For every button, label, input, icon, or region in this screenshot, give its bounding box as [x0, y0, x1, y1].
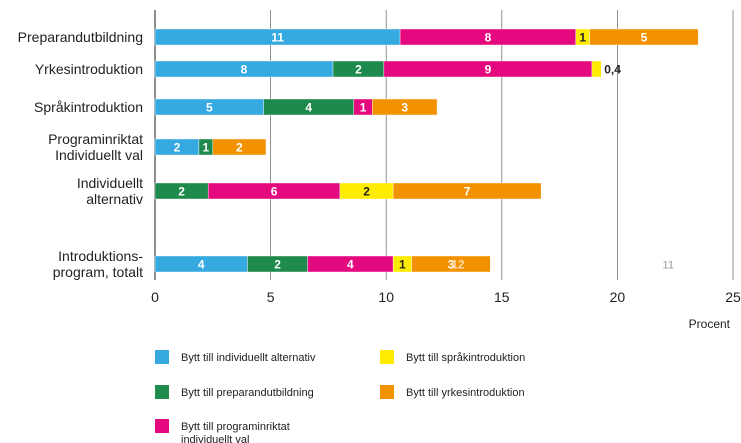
data-label: 2 [174, 141, 181, 155]
legend-label: Bytt till programinriktat individuellt va… [181, 421, 290, 443]
legend-label: Bytt till språkintroduktion [406, 352, 525, 364]
category-labels: Preparandutbildning Yrkesintroduktion Språ… [18, 29, 144, 280]
data-label: 4 [198, 258, 205, 272]
legend: Bytt till individuellt alternativ Bytt ti… [155, 350, 525, 443]
category-label: Preparandutbildning [18, 29, 143, 45]
x-axis-title: Procent [689, 317, 731, 331]
data-label: 8 [241, 63, 248, 77]
category-label: Språkintroduktion [34, 99, 143, 115]
data-label: 7 [464, 185, 471, 199]
grid-lines [154, 10, 734, 280]
data-label: 6 [271, 185, 278, 199]
annotation-label: 11 [663, 260, 674, 272]
x-tick-label: 10 [378, 289, 394, 305]
bars: 11 8 1 58 2 9 0,45 4 1 32 1 22 6 2 74 2 4 1 312 11 [154, 28, 699, 273]
bar-segment [589, 28, 699, 46]
data-label: 4 [347, 258, 354, 272]
annotation-label: 12 [451, 258, 465, 272]
category-label: Individuellt alternativ [77, 175, 143, 207]
data-label: 2 [178, 185, 185, 199]
bar-segment [411, 255, 491, 273]
category-label: Programinriktat Individuellt val [48, 131, 143, 163]
data-label: 5 [206, 101, 213, 115]
category-label: Yrkesintroduktion [35, 61, 143, 77]
data-label: 2 [236, 141, 243, 155]
data-label: 4 [305, 101, 312, 115]
legend-swatch [155, 419, 169, 433]
legend-swatch [155, 350, 169, 364]
data-label: 8 [485, 31, 492, 45]
category-label: Introduktions-program, totalt [53, 248, 144, 280]
x-axis-ticks: 0 5 10 15 20 25 [151, 289, 741, 305]
x-tick-label: 0 [151, 289, 159, 305]
legend-swatch [380, 385, 394, 399]
bar-segment [372, 98, 438, 116]
data-label: 2 [355, 63, 362, 77]
data-label: 1 [203, 141, 210, 155]
data-label: 9 [485, 63, 492, 77]
data-label: 2 [274, 258, 281, 272]
data-label: 1 [399, 258, 406, 272]
bar-segment [591, 60, 602, 78]
x-tick-label: 5 [267, 289, 275, 305]
data-label: 3 [448, 258, 455, 272]
bar-segment [392, 182, 542, 200]
bar-segment [212, 138, 267, 156]
legend-label: Bytt till preparandutbildning [181, 387, 314, 399]
x-tick-label: 20 [610, 289, 626, 305]
data-label: 5 [641, 31, 648, 45]
legend-label: Bytt till yrkesintroduktion [406, 387, 525, 399]
legend-swatch [155, 385, 169, 399]
data-label: 3 [401, 101, 408, 115]
data-label: 1 [579, 31, 586, 45]
data-label: 11 [271, 31, 284, 45]
data-label: 1 [360, 101, 367, 115]
legend-label: Bytt till individuellt alternativ [181, 352, 316, 364]
x-tick-label: 25 [725, 289, 741, 305]
x-tick-label: 15 [494, 289, 510, 305]
data-label: 2 [363, 185, 370, 199]
data-label: 0,4 [604, 63, 621, 77]
legend-swatch [380, 350, 394, 364]
